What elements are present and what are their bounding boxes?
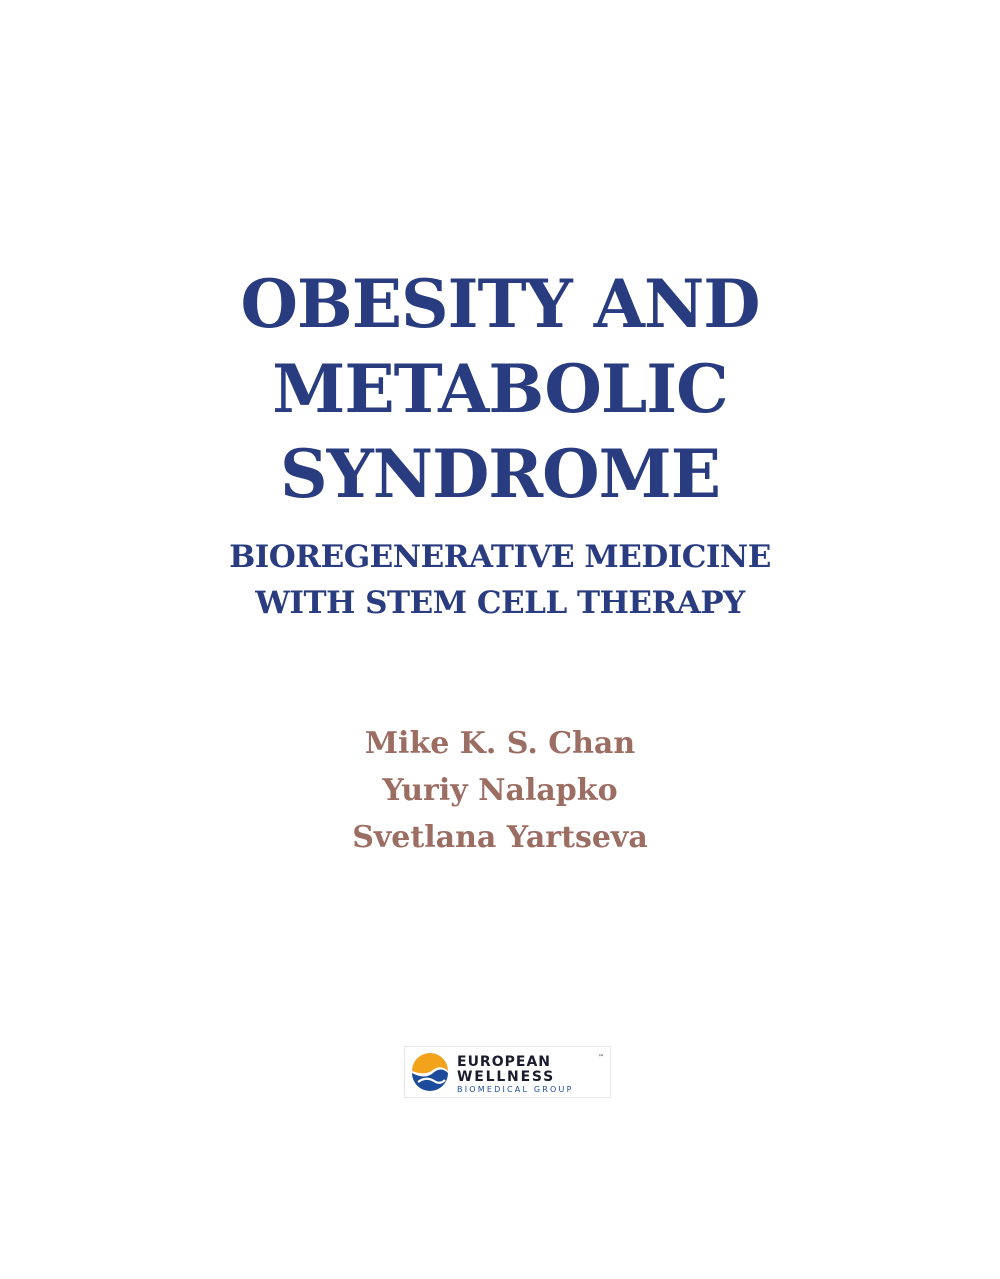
logo-line-european: EUROPEAN: [457, 1054, 551, 1070]
publisher-logo: EUROPEAN ™ WELLNESS BIOMEDICAL GROUP: [404, 1046, 611, 1098]
book-subtitle-line-2: WITH STEM CELL THERAPY: [255, 585, 745, 621]
logo-line-biomedical: BIOMEDICAL GROUP: [457, 1085, 574, 1094]
author-name: Yuriy Nalapko: [382, 773, 618, 808]
wellness-emblem-icon: [411, 1053, 449, 1092]
author-name: Svetlana Yartseva: [352, 820, 648, 855]
logo-line-wellness: WELLNESS: [457, 1069, 555, 1085]
emblem-white-wave: [417, 1077, 446, 1084]
logo-trademark: ™: [598, 1054, 604, 1061]
publisher-logo-graphic: EUROPEAN ™ WELLNESS BIOMEDICAL GROUP: [411, 1053, 604, 1094]
book-title-line-3: SYNDROME: [279, 435, 721, 513]
book-subtitle: BIOREGENERATIVE MEDICINE WITH STEM CELL …: [0, 534, 1000, 626]
author-name: Mike K. S. Chan: [364, 726, 636, 761]
author-list: Mike K. S. Chan Yuriy Nalapko Svetlana Y…: [0, 720, 1000, 861]
book-title-line-2: METABOLIC: [272, 350, 728, 428]
book-title: OBESITY AND METABOLIC SYNDROME: [0, 262, 1000, 517]
book-title-line-1: OBESITY AND: [240, 265, 760, 343]
emblem-orange-shape: [412, 1053, 448, 1074]
book-subtitle-line-1: BIOREGENERATIVE MEDICINE: [229, 539, 771, 575]
